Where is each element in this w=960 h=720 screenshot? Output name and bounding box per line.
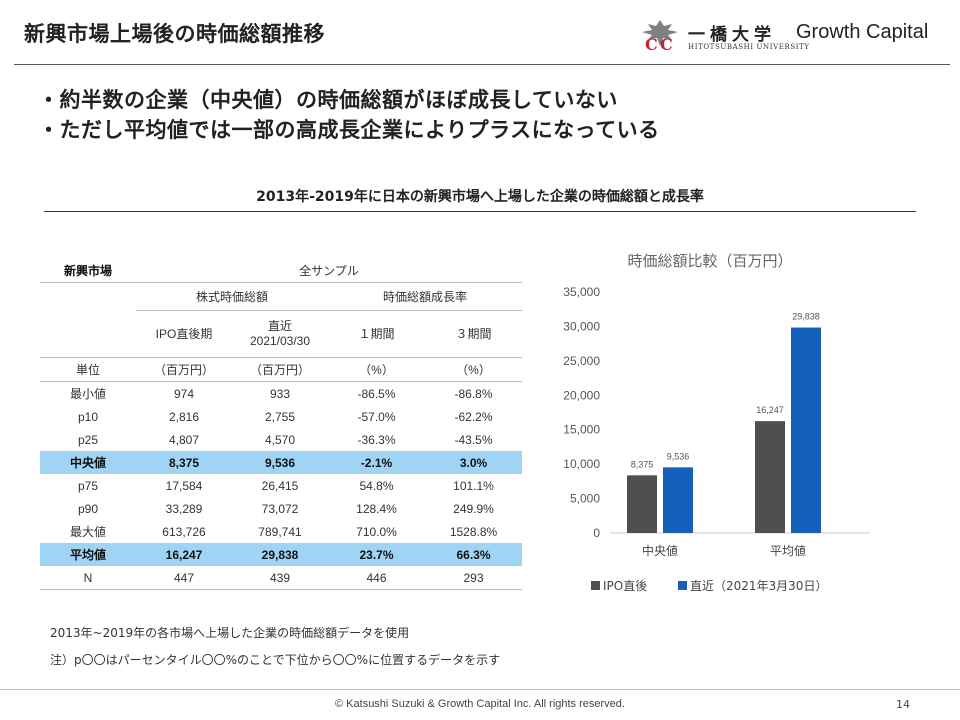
y-tick-label: 10,000 <box>563 457 600 471</box>
data-label: 16,247 <box>756 405 784 415</box>
table-row: p75 17,584 26,415 54.8% 101.1% <box>77 478 494 493</box>
market-label: 新興市場 <box>40 258 136 283</box>
university-name: 一橋大学 <box>688 25 776 45</box>
y-tick-label: 15,000 <box>563 423 600 437</box>
table-row: p10 2,816 2,755 -57.0% -62.2% <box>77 409 493 424</box>
table-row: 最大値 613,726 789,741 710.0% 1528.8% <box>69 524 498 540</box>
y-tick-label: 20,000 <box>563 388 600 402</box>
note-data-source: 2013年~2019年の各市場へ上場した企業の時価総額データを使用 <box>50 626 410 640</box>
bar-recent-1 <box>791 327 821 533</box>
legend-label-ipo: IPO直後 <box>603 579 647 593</box>
group-header-growth: 時価総額成長率 <box>328 282 522 311</box>
col-header-3y: ３期間 <box>425 310 522 358</box>
y-tick-label: 35,000 <box>563 285 600 299</box>
table-row: p90 33,289 73,072 128.4% 249.9% <box>77 501 494 516</box>
bullet-2: ・ただし平均値では一部の高成長企業によりプラスになっている <box>38 118 660 142</box>
legend-swatch-recent <box>678 581 687 590</box>
bar-recent-0 <box>663 467 693 533</box>
table-row: N 447 439 446 293 <box>40 566 522 590</box>
table-row-mean: 平均値 16,247 29,838 23.7% 66.3% <box>40 543 522 566</box>
col-header-1y: １期間 <box>328 310 425 358</box>
section-title: 2013年-2019年に日本の新興市場へ上場した企業の時価総額と成長率 <box>256 189 704 205</box>
bullet-1: ・約半数の企業（中央値）の時価総額がほぼ成長していない <box>38 88 618 112</box>
bar-ipo-0 <box>627 475 657 533</box>
page-title: 新興市場上場後の時価総額推移 <box>24 22 325 46</box>
brand-name: Growth Capital <box>796 21 929 43</box>
y-tick-label: 0 <box>593 526 600 540</box>
col-header-ipo: IPO直後期 <box>136 310 232 358</box>
legend-swatch-ipo <box>591 581 600 590</box>
data-label: 8,375 <box>631 459 654 469</box>
all-sample-header: 全サンプル <box>136 258 522 283</box>
footer-divider <box>0 689 960 690</box>
y-tick-label: 25,000 <box>563 354 600 368</box>
x-tick-label: 中央値 <box>642 543 678 558</box>
col-header-recent: 直近 2021/03/30 <box>232 310 328 358</box>
bar-ipo-1 <box>755 421 785 533</box>
market-cap-table: 新興市場 全サンプル 株式時価総額 時価総額成長率 IPO直後期 直近 2021/… <box>40 258 522 590</box>
table-row: p25 4,807 4,570 -36.3% -43.5% <box>77 432 493 447</box>
data-label: 29,838 <box>792 312 820 322</box>
data-label: 9,536 <box>667 451 690 461</box>
page-number: 14 <box>896 698 910 711</box>
market-cap-bar-chart: 時価総額比較（百万円） 0 5,000 10,000 15,000 20,000 25,00… <box>563 252 870 593</box>
legend-label-recent: 直近（2021年3月30日） <box>690 579 827 593</box>
y-tick-label: 30,000 <box>563 319 600 333</box>
footer-copyright: © Katsushi Suzuki & Growth Capital Inc. … <box>335 698 625 710</box>
header-divider <box>14 64 950 65</box>
group-header-cap: 株式時価総額 <box>136 282 328 311</box>
chart-title: 時価総額比較（百万円） <box>627 252 792 270</box>
x-tick-label: 平均値 <box>770 543 806 558</box>
header-logo: C C 一橋大学 HITOTSUBASHI UNIVERSITY Growth … <box>638 14 948 58</box>
table-row: 単位 （百万円） （百万円） （%） （%） <box>40 357 522 382</box>
table-row-median: 中央値 8,375 9,536 -2.1% 3.0% <box>40 451 522 474</box>
hitotsubashi-logo-icon: C C <box>642 20 678 54</box>
table-row: 最小値 974 933 -86.5% -86.8% <box>69 386 493 402</box>
svg-text:C: C <box>645 35 658 54</box>
university-sub: HITOTSUBASHI UNIVERSITY <box>688 43 810 51</box>
note-percentile: 注）p〇〇はパーセンタイル〇〇%のことで下位から〇〇%に位置するデータを示す <box>50 653 501 667</box>
svg-text:C: C <box>660 35 673 54</box>
y-tick-label: 5,000 <box>570 492 600 506</box>
section-divider <box>44 211 916 212</box>
